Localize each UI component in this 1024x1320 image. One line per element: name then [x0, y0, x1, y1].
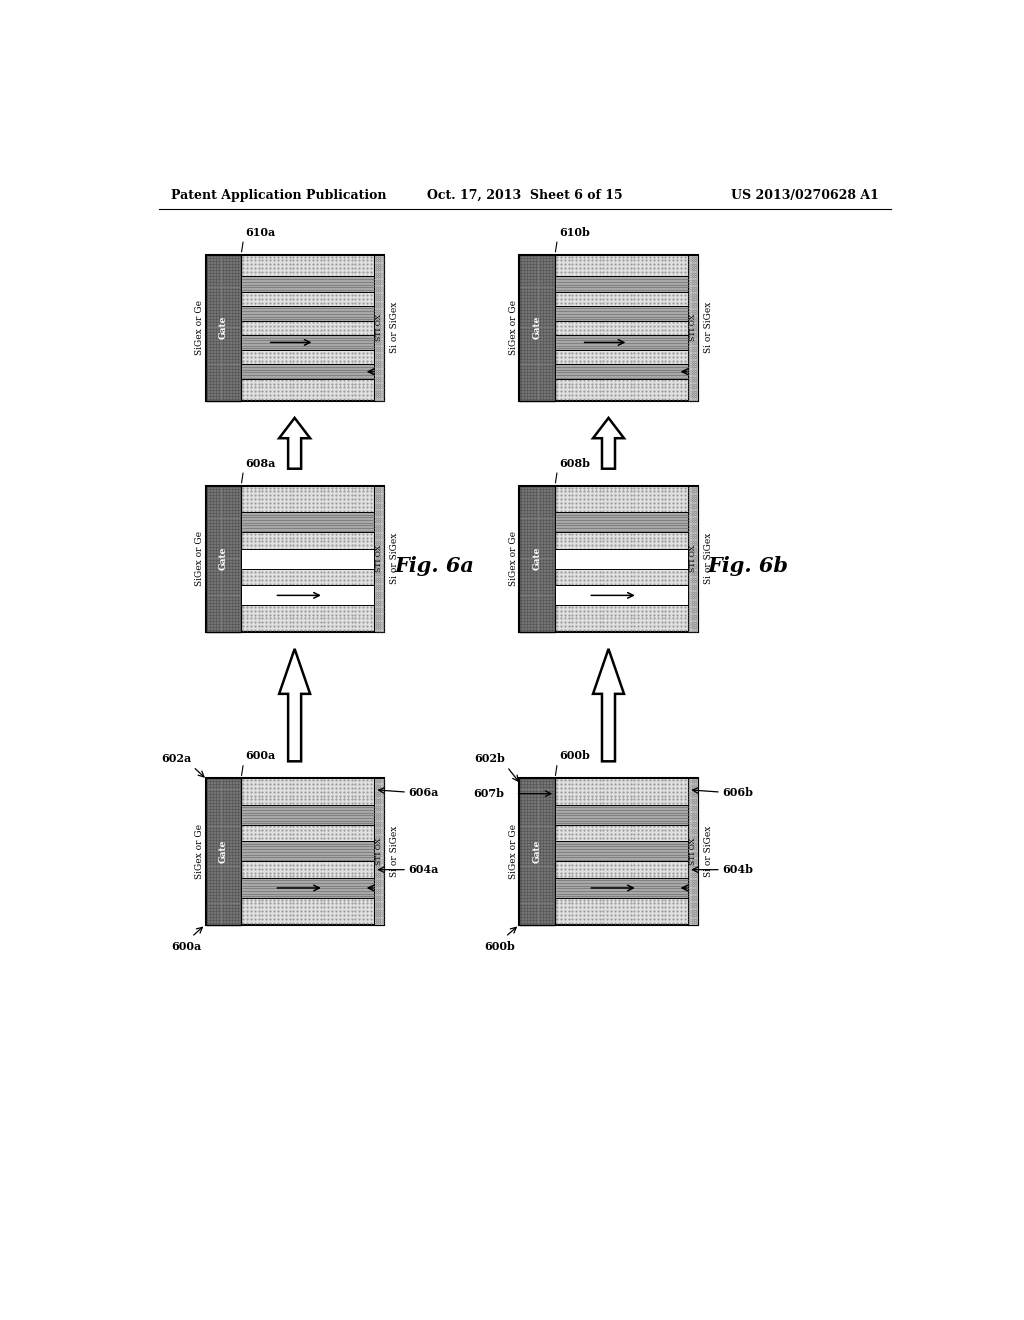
Bar [241, 364, 375, 379]
Bar [555, 276, 688, 292]
Bar [688, 779, 697, 924]
Text: Si or SiGex: Si or SiGex [703, 533, 713, 585]
Bar [375, 255, 384, 401]
Text: 606a: 606a [409, 787, 439, 797]
Bar [241, 805, 375, 825]
Bar [206, 255, 384, 401]
Text: Oct. 17, 2013  Sheet 6 of 15: Oct. 17, 2013 Sheet 6 of 15 [427, 189, 623, 202]
Polygon shape [280, 649, 310, 762]
Text: US 2013/0270628 A1: US 2013/0270628 A1 [731, 189, 879, 202]
Bar [241, 841, 375, 862]
Text: 610b: 610b [559, 227, 590, 238]
Polygon shape [593, 649, 624, 762]
Bar [375, 779, 384, 924]
Bar [555, 364, 688, 379]
Bar [555, 878, 688, 898]
Text: Gate: Gate [532, 840, 542, 863]
Text: STI OX: STI OX [689, 314, 697, 342]
Bar [555, 512, 688, 532]
Text: 600a: 600a [171, 941, 202, 953]
Text: SiGex or Ge: SiGex or Ge [509, 532, 518, 586]
Text: Si or SiGex: Si or SiGex [390, 826, 399, 876]
Text: Gate: Gate [219, 315, 227, 339]
Polygon shape [280, 418, 310, 469]
Bar [206, 779, 241, 924]
Text: 608b: 608b [559, 458, 590, 469]
Text: Gate: Gate [532, 546, 542, 570]
Text: Si or SiGex: Si or SiGex [390, 533, 399, 585]
Text: Fig. 6a: Fig. 6a [394, 557, 474, 577]
Text: SiGex or Ge: SiGex or Ge [509, 824, 518, 879]
Bar [206, 486, 241, 632]
Text: 607b: 607b [473, 788, 504, 799]
Bar [519, 779, 555, 924]
Text: Gate: Gate [219, 840, 227, 863]
Bar [206, 255, 241, 401]
Text: STI OX: STI OX [375, 838, 383, 865]
Bar [241, 585, 375, 606]
Text: 600a: 600a [245, 750, 275, 762]
Bar [555, 335, 688, 350]
Bar [241, 512, 375, 532]
Text: 600b: 600b [559, 750, 590, 762]
Text: SiGex or Ge: SiGex or Ge [195, 301, 204, 355]
Text: 606b: 606b [722, 787, 754, 797]
Bar [555, 305, 688, 321]
Bar [555, 549, 688, 569]
Bar [519, 486, 697, 632]
Text: SiGex or Ge: SiGex or Ge [509, 301, 518, 355]
Bar [519, 255, 555, 401]
Bar [555, 841, 688, 862]
Text: Patent Application Publication: Patent Application Publication [171, 189, 386, 202]
Bar [688, 255, 697, 401]
Text: STI OX: STI OX [375, 314, 383, 342]
Text: 602b: 602b [474, 754, 506, 764]
Text: 608a: 608a [245, 458, 275, 469]
Text: Si or SiGex: Si or SiGex [390, 302, 399, 354]
Bar [519, 486, 555, 632]
Text: Gate: Gate [532, 315, 542, 339]
Bar [241, 276, 375, 292]
Bar [241, 305, 375, 321]
Text: 600b: 600b [484, 941, 515, 953]
Bar [375, 486, 384, 632]
Text: Fig. 6b: Fig. 6b [708, 557, 788, 577]
Polygon shape [593, 418, 624, 469]
Bar [555, 805, 688, 825]
Text: 604b: 604b [722, 865, 754, 875]
Text: 610a: 610a [245, 227, 275, 238]
Bar [241, 549, 375, 569]
Text: STI OX: STI OX [375, 545, 383, 573]
Bar [519, 255, 697, 401]
Text: 602a: 602a [162, 754, 191, 764]
Bar [519, 779, 697, 924]
Text: STI OX: STI OX [689, 838, 697, 865]
Text: 604a: 604a [409, 865, 439, 875]
Text: Si or SiGex: Si or SiGex [703, 302, 713, 354]
Bar [555, 585, 688, 606]
Text: Gate: Gate [219, 546, 227, 570]
Bar [688, 486, 697, 632]
Bar [206, 486, 384, 632]
Text: SiGex or Ge: SiGex or Ge [195, 824, 204, 879]
Bar [241, 878, 375, 898]
Text: SiGex or Ge: SiGex or Ge [195, 532, 204, 586]
Text: Si or SiGex: Si or SiGex [703, 826, 713, 876]
Bar [206, 779, 384, 924]
Bar [241, 335, 375, 350]
Text: STI OX: STI OX [689, 545, 697, 573]
